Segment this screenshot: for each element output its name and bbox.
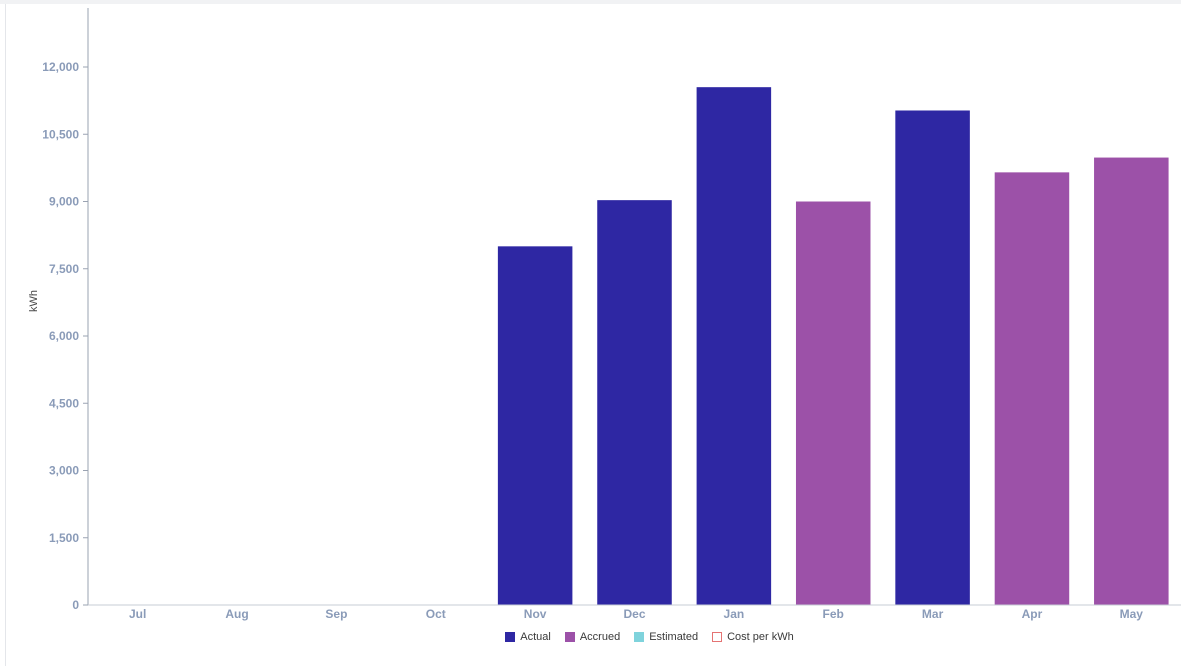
- x-tick-label-aug: Aug: [225, 607, 248, 621]
- x-tick-label-apr: Apr: [1022, 607, 1043, 621]
- legend-item-accrued[interactable]: Accrued: [564, 631, 621, 643]
- x-axis: Jul Aug Sep Oct Nov Dec Jan Feb Mar Apr May: [88, 604, 1181, 621]
- y-tick-label: 9,000: [49, 195, 79, 209]
- y-tick-label: 3,000: [49, 464, 79, 478]
- y-axis-title: kWh: [28, 290, 40, 312]
- chart-legend: Actual Accrued Estimated Cost per kWh: [59, 631, 1181, 643]
- y-tick-label: 12,000: [42, 60, 79, 74]
- legend-swatch-cost-per-kwh: [712, 632, 723, 642]
- y-tick-label: 7,500: [49, 262, 79, 276]
- bar-dec[interactable]: [597, 200, 672, 605]
- top-border-strip: [0, 0, 1181, 4]
- y-tick-label: 4,500: [49, 396, 79, 410]
- legend-swatch-estimated: [634, 632, 645, 642]
- x-tick-label-dec: Dec: [623, 607, 645, 621]
- x-tick-label-jan: Jan: [724, 607, 745, 621]
- bar-mar[interactable]: [895, 110, 970, 605]
- kwh-bar-chart: 0 1,500 3,000 4,500 6,000 7,500 9,000 10,500 12,…: [28, 8, 1181, 621]
- legend-swatch-accrued: [564, 632, 575, 642]
- legend-label-cost-per-kwh: Cost per kWh: [727, 631, 794, 643]
- x-tick-label-jul: Jul: [129, 607, 146, 621]
- x-tick-label-feb: Feb: [823, 607, 844, 621]
- bar-may[interactable]: [1094, 157, 1169, 605]
- bar-nov[interactable]: [497, 246, 573, 606]
- x-tick-label-nov: Nov: [524, 607, 547, 621]
- y-tick-label: 1,500: [49, 531, 79, 545]
- bar-apr[interactable]: [994, 172, 1070, 605]
- legend-item-cost-per-kwh[interactable]: Cost per kWh: [712, 631, 794, 643]
- x-tick-label-sep: Sep: [325, 607, 347, 621]
- bars: [497, 87, 1169, 606]
- y-tick-label: 6,000: [49, 329, 79, 343]
- x-tick-label-may: May: [1120, 607, 1144, 621]
- y-tick-label: 10,500: [42, 127, 79, 141]
- y-tick-label: 0: [72, 598, 79, 612]
- legend-swatch-actual: [505, 632, 516, 642]
- legend-label-actual: Actual: [520, 631, 551, 643]
- left-border-rule: [5, 4, 6, 666]
- x-tick-label-mar: Mar: [922, 607, 944, 621]
- legend-label-estimated: Estimated: [649, 631, 699, 643]
- legend-item-actual[interactable]: Actual: [505, 631, 551, 643]
- legend-label-accrued: Accrued: [579, 631, 621, 643]
- x-tick-label-oct: Oct: [426, 607, 446, 621]
- bar-feb[interactable]: [795, 201, 871, 606]
- y-axis: 0 1,500 3,000 4,500 6,000 7,500 9,000 10,500 12,…: [42, 8, 89, 612]
- bar-jan[interactable]: [696, 87, 772, 606]
- legend-item-estimated[interactable]: Estimated: [634, 631, 698, 643]
